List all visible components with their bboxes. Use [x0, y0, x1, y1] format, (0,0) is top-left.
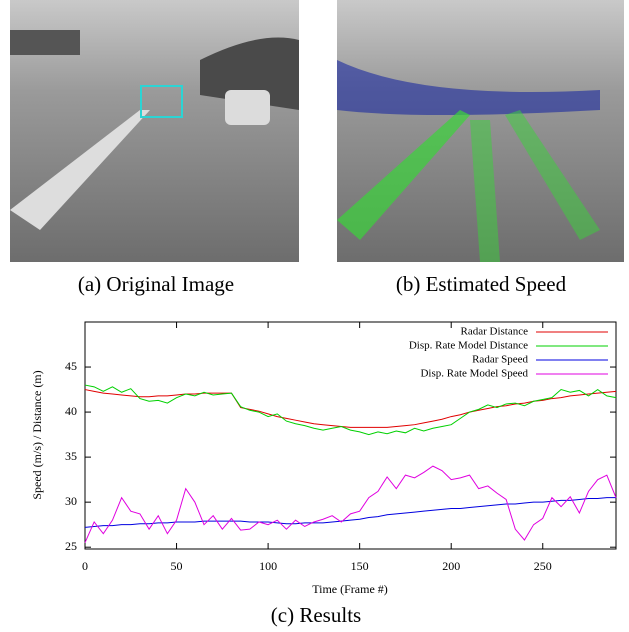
y-tick-label: 30 [65, 494, 77, 508]
legend-label: Disp. Rate Model Distance [409, 340, 528, 352]
legend-label: Radar Distance [461, 326, 529, 338]
y-tick-label: 35 [65, 449, 77, 463]
y-axis-label: Speed (m/s) / Distance (m) [30, 370, 44, 499]
x-tick-label: 50 [171, 559, 183, 573]
caption: (c) Results [271, 603, 361, 627]
caption: (b) Estimated Speed [396, 272, 567, 296]
x-tick-label: 200 [442, 559, 460, 573]
x-tick-label: 0 [82, 559, 88, 573]
y-tick-label: 25 [65, 539, 77, 553]
caption: (a) Original Image [78, 272, 234, 296]
series-line [85, 466, 616, 543]
y-tick-label: 45 [65, 359, 77, 373]
x-tick-label: 250 [534, 559, 552, 573]
figure: (a) Original Image (b) Estimated Speed (… [0, 0, 629, 632]
x-tick-label: 150 [351, 559, 369, 573]
legend-label: Radar Speed [472, 354, 528, 366]
series-line [85, 390, 616, 428]
page: (a) Original Image (b) Estimated Speed (… [0, 0, 629, 632]
y-tick-label: 40 [65, 404, 77, 418]
legend-label: Disp. Rate Model Speed [420, 368, 528, 380]
x-axis-label: Time (Frame #) [312, 582, 388, 596]
plot-frame [85, 322, 616, 549]
photo-a [10, 0, 299, 262]
photo-b [337, 0, 624, 262]
x-tick-label: 100 [259, 559, 277, 573]
